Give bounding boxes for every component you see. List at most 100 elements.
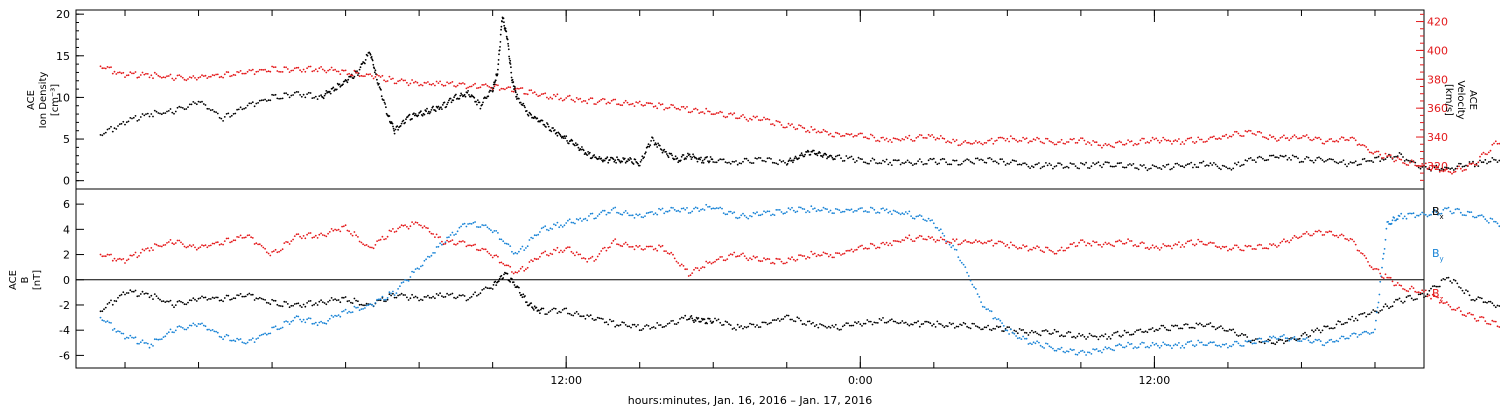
legend-bz-subscript: z [1440,295,1444,303]
density-point [1206,164,1208,167]
bz-point [1087,242,1089,245]
velocity-point [1466,164,1469,167]
by-point [1442,208,1445,211]
bx-point [1437,285,1439,288]
velocity-point [1186,137,1189,140]
bx-point [752,323,755,326]
bx-point [411,293,413,296]
by-point [932,222,935,225]
velocity-point [297,66,300,69]
velocity-point [612,98,615,101]
bx-point [1277,339,1280,342]
velocity-point [500,87,503,90]
density-point [788,159,791,162]
bx-point [185,303,188,306]
velocity-point [1270,136,1273,139]
bz-point [153,243,156,245]
by-point [1009,328,1012,331]
by-point [265,333,268,336]
bx-point [1435,285,1438,288]
bz-point [1081,239,1084,242]
density-point [987,157,989,160]
velocity-point [276,70,279,72]
by-point [852,211,855,213]
velocity-point [1325,140,1327,143]
bx-point [1302,333,1305,335]
bx-point [176,300,179,303]
density-point [792,159,795,162]
by-point [1365,330,1368,333]
bx-point [600,317,603,320]
density-point [1204,165,1207,167]
bx-point [1249,341,1252,344]
bz-point [1242,249,1245,252]
density-point [597,157,600,160]
bz-point [486,250,489,253]
by-point [103,320,105,322]
velocity-point [1144,142,1147,144]
velocity-point [591,97,594,100]
density-point [1440,167,1443,170]
by-point [178,325,181,327]
by-point [435,246,438,248]
bx-point [1274,343,1277,346]
by-point [920,215,923,218]
bx-point [1008,326,1010,329]
density-point [1230,168,1233,171]
density-point [1375,156,1378,159]
bx-point [1129,333,1131,336]
density-point [606,156,609,159]
by-point [878,212,881,214]
bx-point [428,296,431,299]
by-point [913,217,916,220]
velocity-point [307,65,310,68]
by-point [372,305,375,307]
density-point [1097,161,1100,164]
by-point [987,308,989,310]
bz-point [234,239,237,242]
by-point [481,224,484,226]
by-point [824,207,827,210]
bz-point [1059,249,1061,252]
bx-point [1473,299,1476,302]
bx-point [652,326,655,328]
velocity-point [1090,144,1093,146]
by-point [525,247,527,249]
bz-point [1216,246,1219,249]
bx-point [637,324,639,326]
density-point [1351,162,1354,164]
density-point [1197,166,1200,169]
density-point [1237,161,1240,164]
density-point [530,114,533,116]
velocity-point [302,68,305,71]
bz-point [1305,231,1308,233]
density-point [686,155,688,158]
by-point [181,327,184,329]
density-point [202,103,205,105]
bz-point [1330,230,1333,233]
by-point [1043,347,1045,349]
bx-point [722,323,725,326]
velocity-point [407,84,410,87]
bz-point [574,254,576,257]
velocity-point [579,97,582,100]
legend-bz: Bz [1432,287,1444,303]
velocity-point [248,69,251,71]
velocity-point [805,130,807,133]
density-point [623,157,626,160]
bz-point [1202,243,1205,246]
velocity-point [234,74,237,76]
bz-point [763,257,765,260]
by-point [498,238,501,241]
bz-point [393,231,396,233]
by-point [1111,348,1114,351]
bx-point [624,324,627,326]
velocity-point [1326,140,1329,143]
velocity-point [1305,134,1308,136]
bx-point [1029,331,1031,334]
by-point [153,338,156,341]
bx-point [1032,331,1035,334]
velocity-point [509,86,512,89]
bx-point [932,323,935,326]
bz-point [680,263,683,266]
